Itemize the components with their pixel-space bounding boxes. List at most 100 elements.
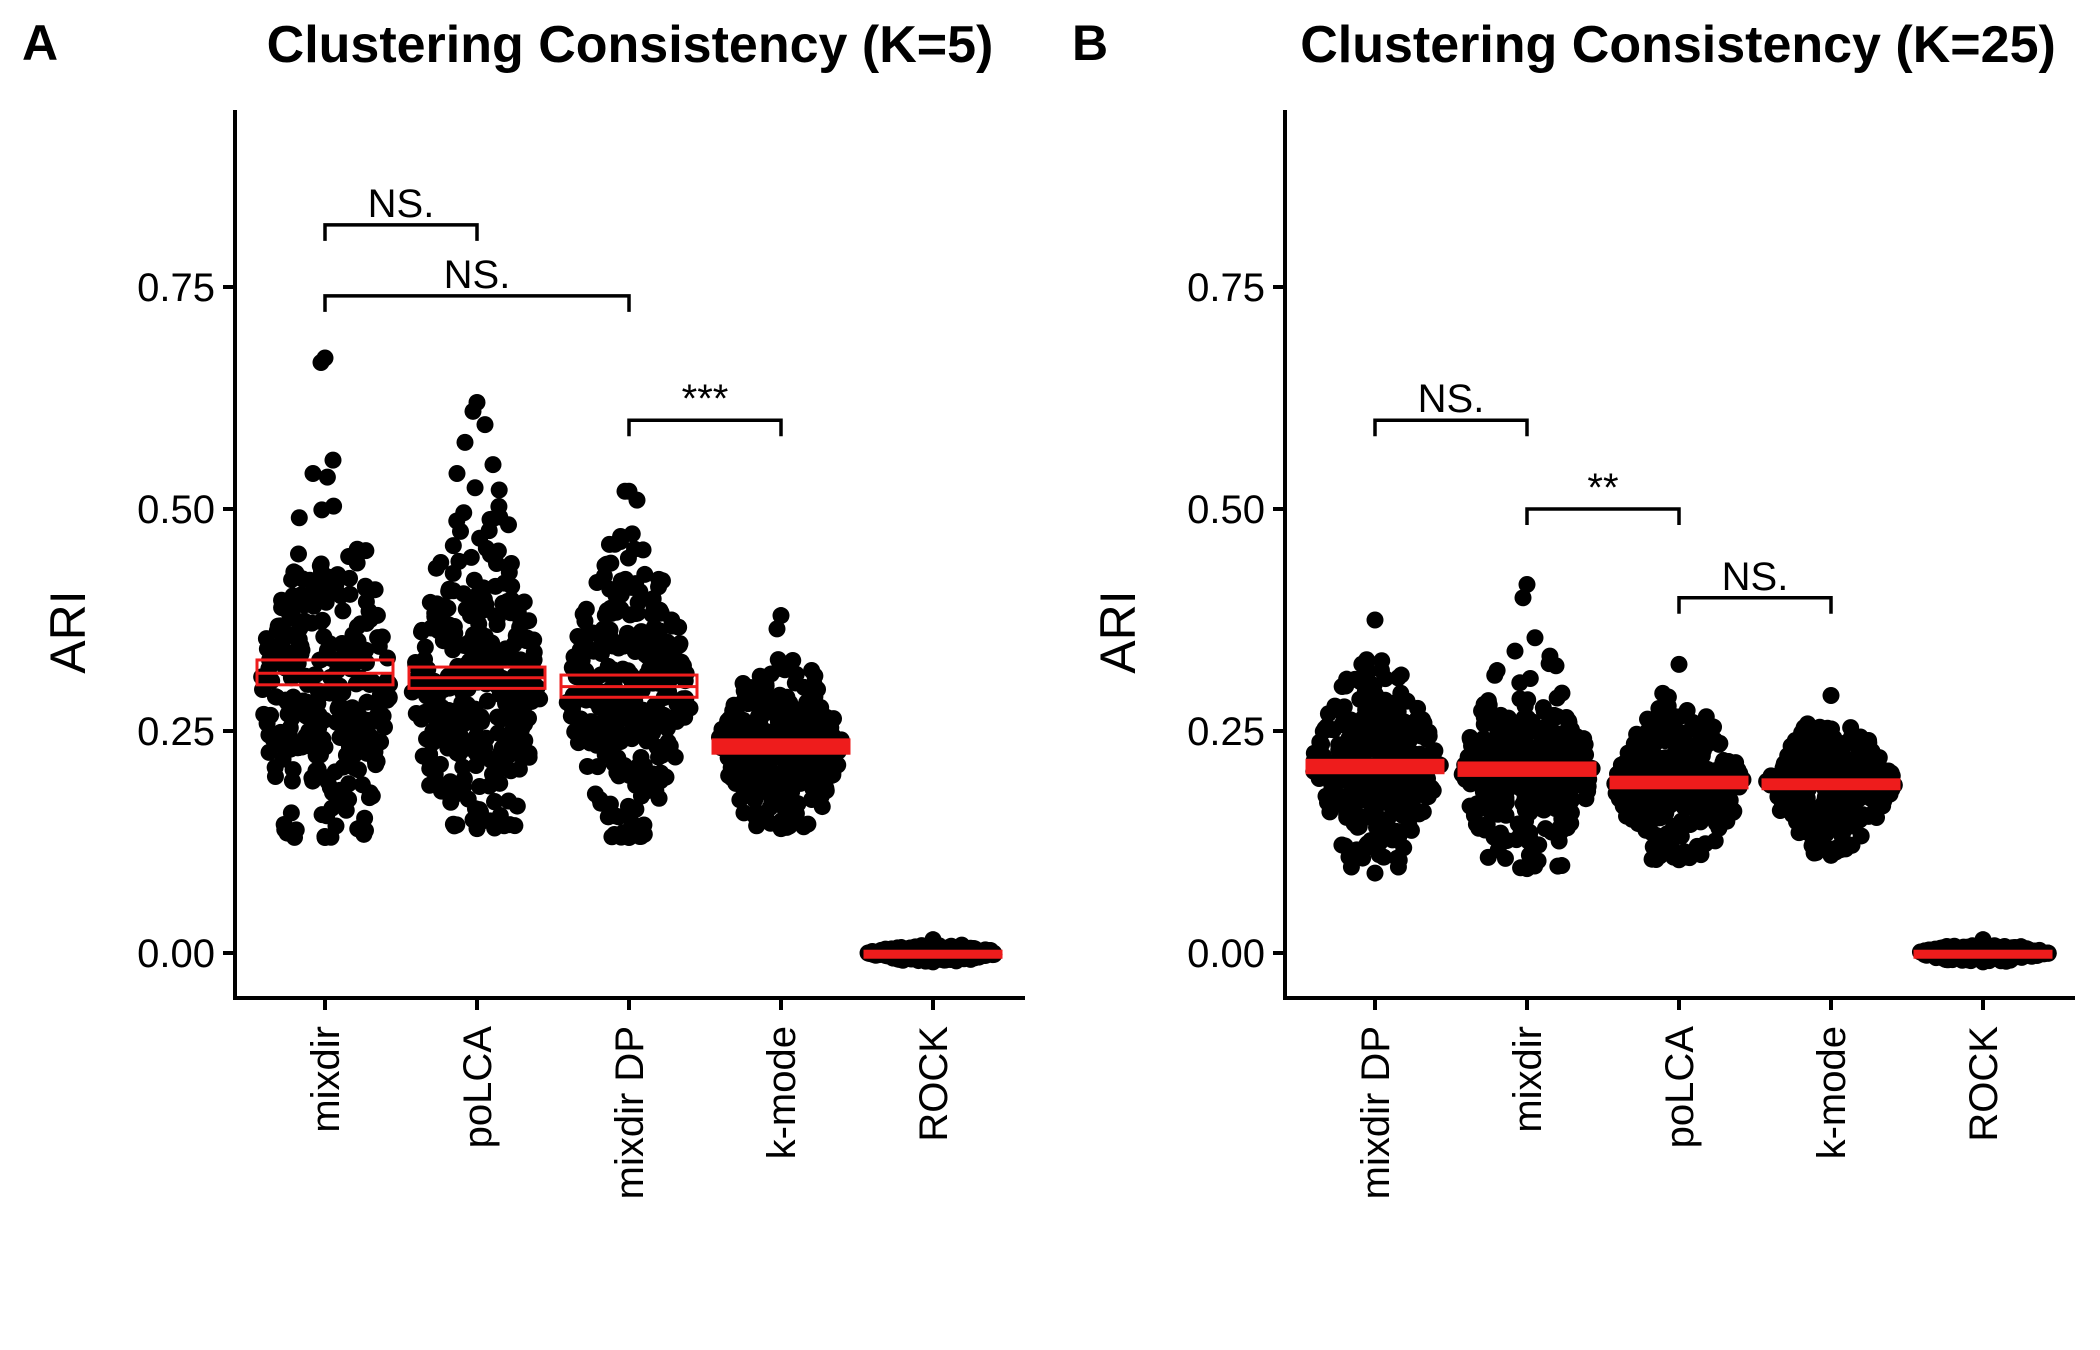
data-point bbox=[1553, 857, 1571, 875]
data-point bbox=[274, 750, 292, 768]
data-point bbox=[1536, 820, 1554, 838]
data-point bbox=[1557, 708, 1575, 726]
data-point bbox=[486, 819, 504, 837]
significance-bracket: NS. bbox=[323, 253, 631, 312]
data-point bbox=[456, 433, 474, 451]
data-point bbox=[795, 678, 813, 696]
data-point bbox=[652, 604, 670, 622]
data-point bbox=[459, 696, 477, 714]
data-point bbox=[427, 559, 445, 577]
data-point bbox=[1656, 732, 1674, 750]
data-point bbox=[445, 786, 463, 804]
data-point bbox=[1333, 788, 1351, 806]
data-point bbox=[634, 590, 652, 608]
data-point bbox=[615, 690, 633, 708]
data-point bbox=[1475, 715, 1493, 733]
data-point bbox=[577, 600, 595, 618]
data-point bbox=[486, 792, 504, 810]
data-point bbox=[620, 829, 638, 847]
data-point bbox=[720, 720, 738, 738]
data-point bbox=[614, 708, 632, 726]
data-point bbox=[749, 708, 767, 726]
data-point bbox=[500, 792, 518, 810]
x-tick-label: ROCK bbox=[1962, 1026, 2006, 1142]
data-point bbox=[1569, 745, 1587, 763]
data-point bbox=[281, 734, 299, 752]
data-point bbox=[292, 617, 310, 635]
data-point bbox=[337, 746, 355, 764]
data-point bbox=[476, 416, 494, 434]
data-point bbox=[1854, 730, 1872, 748]
data-point bbox=[1521, 831, 1539, 849]
data-point bbox=[1370, 846, 1388, 864]
point-group-mixdir-dp bbox=[1305, 611, 1449, 882]
data-point bbox=[1518, 575, 1536, 593]
data-point bbox=[1461, 730, 1479, 748]
y-tick-label: 0.50 bbox=[1187, 488, 1265, 532]
data-point bbox=[1376, 670, 1394, 688]
data-point bbox=[478, 692, 496, 710]
data-point bbox=[481, 510, 499, 528]
data-point bbox=[416, 638, 434, 656]
data-point bbox=[616, 482, 634, 500]
panel-b: B Clustering Consistency (K=25) ARI 0.00 0.2… bbox=[1072, 15, 2075, 1199]
data-point bbox=[1390, 851, 1408, 869]
data-point bbox=[523, 692, 541, 710]
data-point bbox=[1332, 745, 1350, 763]
data-point bbox=[628, 491, 646, 509]
data-point bbox=[260, 743, 278, 761]
data-point bbox=[1610, 790, 1628, 808]
data-point bbox=[502, 554, 520, 572]
data-point bbox=[650, 578, 668, 596]
data-point bbox=[440, 582, 458, 600]
data-point bbox=[355, 825, 373, 843]
data-point bbox=[602, 629, 620, 647]
data-point bbox=[340, 790, 358, 808]
data-point bbox=[493, 759, 511, 777]
data-point bbox=[1693, 747, 1711, 765]
data-point bbox=[1688, 837, 1706, 855]
data-point bbox=[1524, 775, 1542, 793]
data-point bbox=[787, 665, 805, 683]
data-point bbox=[505, 652, 523, 670]
data-point bbox=[1659, 788, 1677, 806]
data-point bbox=[565, 648, 583, 666]
data-point bbox=[1541, 647, 1559, 665]
x-tick-label: poLCA bbox=[1658, 1026, 1702, 1149]
data-point bbox=[1771, 802, 1789, 820]
data-point bbox=[499, 516, 517, 534]
data-point bbox=[1366, 864, 1384, 882]
data-point bbox=[595, 734, 613, 752]
significance-bracket: NS. bbox=[1373, 377, 1529, 437]
panel-a: A Clustering Consistency (K=5) ARI 0.00 0.25… bbox=[22, 15, 1025, 1199]
data-point bbox=[1355, 714, 1373, 732]
data-point bbox=[599, 808, 617, 826]
data-point bbox=[1518, 860, 1536, 878]
data-point bbox=[641, 669, 659, 687]
data-point bbox=[1803, 736, 1821, 754]
data-point bbox=[285, 563, 303, 581]
data-point bbox=[598, 602, 616, 620]
data-point bbox=[809, 680, 827, 698]
data-point bbox=[616, 570, 634, 588]
x-tick-label: poLCA bbox=[456, 1026, 500, 1149]
data-point bbox=[1619, 744, 1637, 762]
y-axis-label: ARI bbox=[40, 590, 96, 673]
bracket-line bbox=[1373, 418, 1529, 437]
significance-bracket: NS. bbox=[1677, 555, 1833, 614]
data-point bbox=[612, 600, 630, 618]
data-point bbox=[1553, 684, 1571, 702]
data-point bbox=[1362, 832, 1380, 850]
data-point bbox=[725, 755, 743, 773]
data-point bbox=[652, 764, 670, 782]
point-group-polca bbox=[1606, 655, 1752, 869]
data-point bbox=[284, 587, 302, 605]
data-point bbox=[1866, 802, 1884, 820]
data-point bbox=[1384, 827, 1402, 845]
data-point bbox=[363, 673, 381, 691]
data-point bbox=[301, 571, 319, 589]
data-point bbox=[316, 829, 334, 847]
data-point bbox=[612, 586, 630, 604]
data-point bbox=[283, 772, 301, 790]
